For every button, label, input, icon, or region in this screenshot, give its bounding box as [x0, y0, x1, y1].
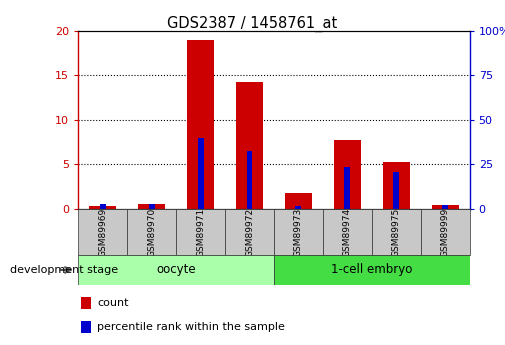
- Text: GSM89969: GSM89969: [98, 207, 107, 257]
- Bar: [78, 255, 274, 285]
- Bar: [274, 255, 470, 285]
- Text: development stage: development stage: [10, 265, 118, 275]
- Bar: [138, 204, 165, 209]
- Text: GSM89974: GSM89974: [343, 207, 352, 257]
- Bar: [100, 204, 106, 209]
- Bar: [383, 162, 410, 209]
- Bar: [372, 209, 421, 255]
- Text: GSM89975: GSM89975: [392, 207, 401, 257]
- Text: GSM89972: GSM89972: [245, 207, 254, 257]
- Bar: [149, 204, 155, 209]
- Bar: [236, 82, 263, 209]
- Bar: [78, 209, 127, 255]
- Bar: [323, 209, 372, 255]
- Bar: [81, 297, 91, 309]
- Bar: [127, 209, 176, 255]
- Bar: [295, 206, 301, 209]
- Bar: [246, 151, 252, 209]
- Bar: [274, 209, 323, 255]
- Bar: [393, 172, 399, 209]
- Text: GSM89973: GSM89973: [294, 207, 303, 257]
- Text: GSM89971: GSM89971: [196, 207, 205, 257]
- Bar: [89, 206, 116, 209]
- Text: count: count: [97, 298, 129, 308]
- Bar: [81, 321, 91, 333]
- Bar: [421, 209, 470, 255]
- Text: 1-cell embryo: 1-cell embryo: [331, 264, 413, 276]
- Bar: [285, 193, 312, 209]
- Bar: [344, 167, 350, 209]
- Bar: [187, 40, 214, 209]
- Text: GSM89999: GSM89999: [441, 207, 449, 257]
- Bar: [432, 205, 459, 209]
- Bar: [442, 205, 448, 209]
- Text: GSM89970: GSM89970: [147, 207, 156, 257]
- Bar: [225, 209, 274, 255]
- Text: GDS2387 / 1458761_at: GDS2387 / 1458761_at: [167, 16, 338, 32]
- Text: percentile rank within the sample: percentile rank within the sample: [97, 322, 285, 332]
- Bar: [197, 138, 204, 209]
- Bar: [176, 209, 225, 255]
- Text: oocyte: oocyte: [157, 264, 196, 276]
- Bar: [334, 140, 361, 209]
